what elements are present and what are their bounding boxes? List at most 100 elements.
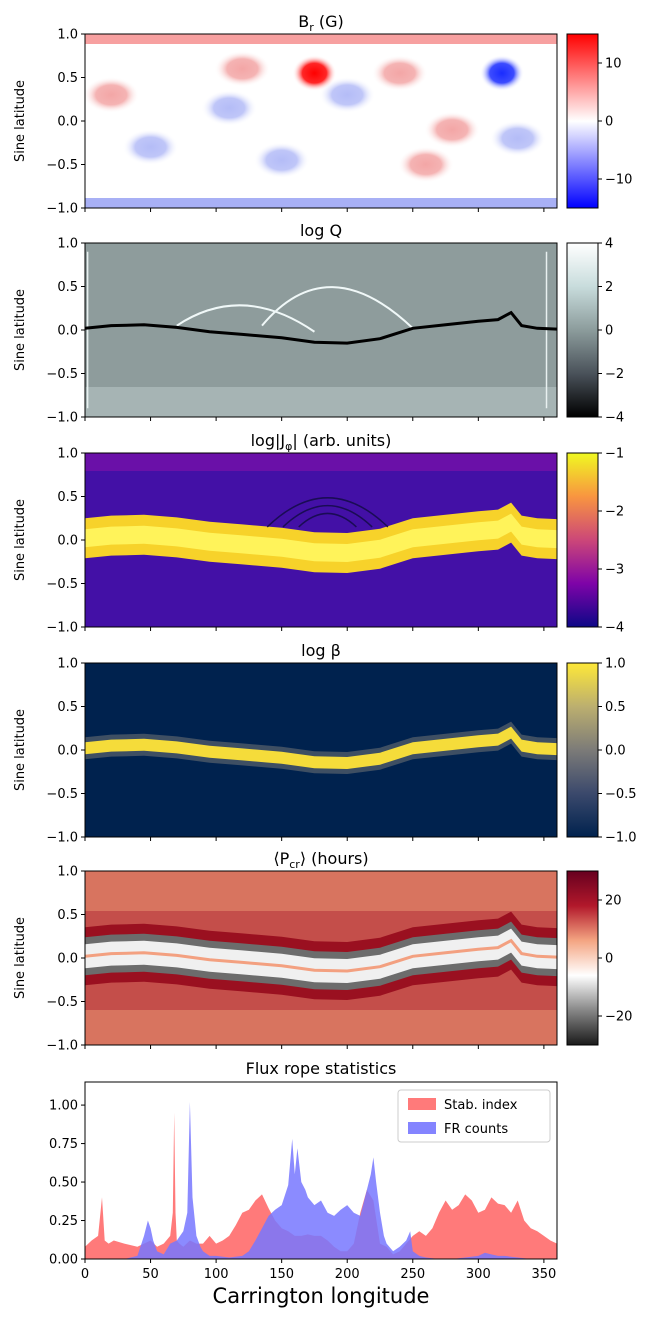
y-tick-label: 1.00: [49, 1099, 78, 1114]
chart-title: Flux rope statistics: [246, 1059, 397, 1078]
heatmap-panel-5: ⟨Pcr⟩ (hours) 1.0 0.5 0.0 −0.5 −1.0 Sine latit…: [13, 849, 632, 1054]
band-core: [85, 938, 557, 973]
y-tick-label: 0.0: [57, 744, 78, 759]
y-axis-label: Sine latitude: [13, 709, 28, 791]
field-patch: [319, 76, 376, 113]
field-patch: [214, 50, 271, 87]
colorbar-tick-label: 20: [605, 894, 622, 909]
active-region-spot: [479, 55, 524, 92]
colorbar: [566, 242, 599, 418]
current-arc: [266, 497, 389, 528]
beta-band-halo: [85, 721, 557, 774]
band-white: [85, 928, 557, 983]
panel-title: log Q: [300, 221, 342, 240]
legend-label: FR counts: [444, 1122, 508, 1137]
field-patch: [122, 129, 179, 166]
upper-region: [85, 453, 557, 471]
axes-frame: [84, 1081, 558, 1260]
y-tick-label: 0.50: [49, 1176, 78, 1191]
y-tick-label: 0.75: [49, 1137, 78, 1152]
y-tick-label: −0.5: [46, 787, 78, 802]
heatmap-image: [85, 871, 557, 1045]
legend-swatch: [408, 1122, 436, 1134]
y-tick-label: 0.5: [57, 908, 78, 923]
y-tick-label: 0.0: [57, 324, 78, 339]
y-tick-label: 0.5: [57, 490, 78, 505]
y-tick-label: −1.0: [46, 831, 78, 846]
colorbar-tick-label: 2: [605, 280, 613, 295]
colorbar-tick-label: −0.5: [605, 787, 637, 802]
colorbar-tick-label: 1.0: [605, 657, 626, 672]
x-tick-label: 50: [142, 1267, 159, 1282]
y-tick-label: 1.0: [57, 237, 78, 252]
colorbar-tick-label: −1.0: [605, 831, 637, 846]
x-tick-label: 350: [531, 1267, 556, 1282]
colorbar-tick-label: 0.5: [605, 700, 626, 715]
heatmap-panel-1: Br (G) 1.0 0.5 0.0 −0.5 −1.0 Sine latitude 10 0 −…: [13, 12, 632, 217]
y-tick-label: 0.5: [57, 280, 78, 295]
panel-title: log|Jφ| (arb. units): [251, 431, 392, 453]
heatmap-panel-4: log β 1.0 0.5 0.0 −0.5 −1.0 Sine latitude 1.0 0.…: [13, 641, 637, 846]
colorbar-tick-label: 0: [605, 952, 613, 967]
heatmap-image: [85, 453, 557, 627]
y-tick-label: −1.0: [46, 411, 78, 426]
y-tick-label: −1.0: [46, 202, 78, 217]
x-tick-label: 150: [269, 1267, 294, 1282]
polar-field-north: [85, 34, 557, 44]
colorbar: [566, 870, 599, 1046]
colorbar-tick-label: −20: [605, 1010, 632, 1025]
heatmap-image: [85, 243, 557, 417]
lower-region: [85, 387, 557, 417]
y-tick-label: 1.0: [57, 657, 78, 672]
legend: Stab. index FR counts: [397, 1089, 551, 1143]
y-axis-label: Sine latitude: [13, 80, 28, 162]
y-axis-label: Sine latitude: [13, 289, 28, 371]
panel-title: log β: [301, 641, 341, 660]
area-series-stab-index: [85, 1112, 557, 1259]
polarity-inversion-line: [85, 310, 557, 345]
heatmap-image: [85, 663, 557, 837]
x-tick-label: 0: [81, 1267, 89, 1282]
panel-title: ⟨Pcr⟩ (hours): [273, 849, 368, 871]
x-axis-label: Carrington longitude: [213, 1284, 430, 1308]
field-patch: [201, 89, 258, 126]
field-patch: [397, 146, 454, 183]
x-tick-label: 250: [400, 1267, 425, 1282]
y-tick-label: −1.0: [46, 621, 78, 636]
y-tick-label: −0.5: [46, 577, 78, 592]
heatmap-panel-2: log Q 1.0 0.5 0.0 −0.5 −1.0 Sine latitude 4 2 0 −2…: [13, 221, 624, 426]
colorbar-tick-label: −2: [605, 367, 624, 382]
field-patch: [489, 120, 546, 157]
y-tick-label: 1.0: [57, 447, 78, 462]
colorbar-tick-label: 0: [605, 115, 613, 130]
y-tick-label: 0.5: [57, 700, 78, 715]
current-arc: [282, 505, 373, 528]
beta-band: [85, 726, 557, 769]
x-tick-label: 300: [466, 1267, 491, 1282]
y-tick-label: −0.5: [46, 367, 78, 382]
y-tick-label: 0.0: [57, 115, 78, 130]
panel-title: Br (G): [298, 12, 343, 34]
current-sheet-band: [85, 502, 557, 573]
field-patch: [85, 76, 140, 113]
x-tick-label: 200: [335, 1267, 360, 1282]
colorbar-tick-label: 0.0: [605, 744, 626, 759]
heatmap-panel-3: log|Jφ| (arb. units) 1.0 0.5 0.0 −0.5 −1.0 Sin…: [13, 431, 624, 636]
flux-rope-statistics-panel: Flux rope statistics 0.00 0.25 0.50 0.75 1.00…: [49, 1059, 558, 1308]
y-axis-label: Sine latitude: [13, 917, 28, 999]
separatrix-arc: [176, 304, 316, 333]
field-patch: [371, 55, 428, 92]
colorbar: [566, 452, 599, 628]
active-region-spot: [292, 55, 337, 92]
colorbar-tick-label: −2: [605, 505, 624, 520]
colorbar-tick-label: 4: [605, 237, 613, 252]
y-tick-label: 0.0: [57, 534, 78, 549]
separatrix-arc: [261, 286, 414, 329]
y-tick-label: −0.5: [46, 995, 78, 1010]
colorbar-tick-label: −4: [605, 621, 624, 636]
y-tick-label: 1.0: [57, 28, 78, 43]
colorbar: [566, 33, 599, 209]
colorbar-tick-label: −4: [605, 411, 624, 426]
band-gray: [85, 921, 557, 990]
